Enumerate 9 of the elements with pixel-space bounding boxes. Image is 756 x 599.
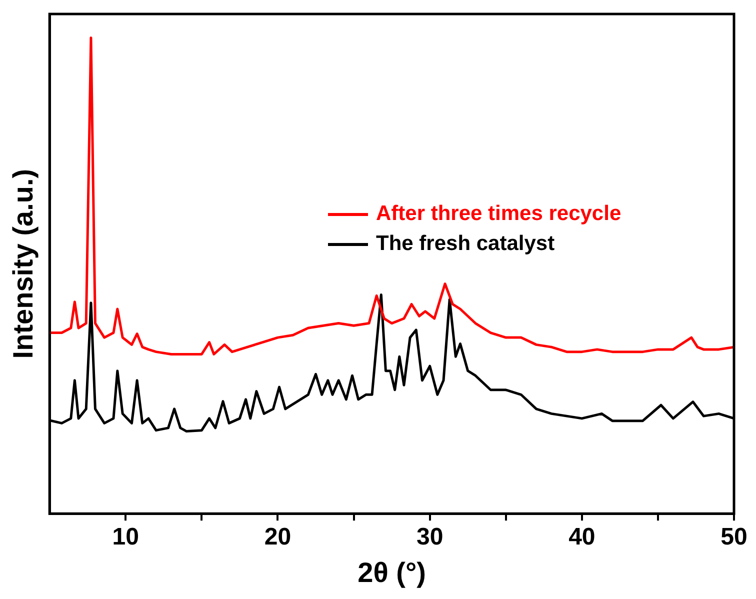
y-axis-title: Intensity (a.u.) bbox=[8, 168, 39, 359]
x-tick-label: 30 bbox=[416, 524, 444, 551]
x-tick-label: 40 bbox=[568, 524, 596, 551]
x-tick-label: 10 bbox=[112, 524, 139, 551]
x-tick-label: 50 bbox=[720, 524, 748, 551]
x-axis-title: 2θ (°) bbox=[358, 556, 426, 588]
legend-label: After three times recycle bbox=[376, 202, 622, 226]
x-tick-label: 20 bbox=[264, 524, 292, 551]
legend-label: The fresh catalyst bbox=[376, 232, 555, 256]
